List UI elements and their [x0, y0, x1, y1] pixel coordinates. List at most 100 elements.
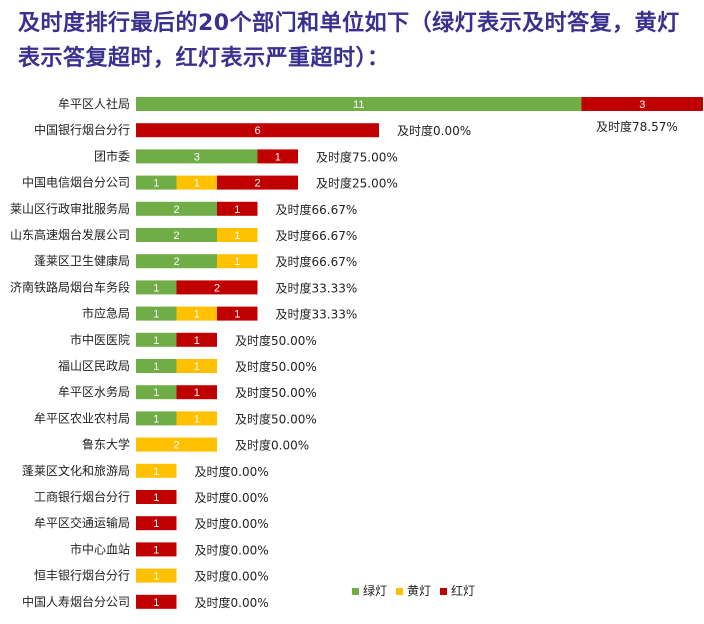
bar-segment	[136, 254, 217, 269]
category-label: 市中医医院	[70, 332, 130, 347]
timeliness-label: 及时度33.33%	[276, 280, 358, 295]
category-label: 恒丰银行烟台分行	[34, 568, 130, 583]
timeliness-label: 及时度50.00%	[235, 411, 317, 426]
legend-label: 绿灯	[363, 583, 387, 598]
segment-value-label: 1	[234, 204, 240, 216]
bar-segment	[176, 175, 217, 190]
category-label: 工商银行烟台分行	[34, 489, 130, 504]
bar-segment	[136, 201, 217, 216]
timeliness-label: 及时度50.00%	[235, 385, 317, 400]
bar-segment	[217, 175, 298, 190]
category-label: 山东高速烟台发展公司	[10, 227, 130, 242]
segment-value-label: 2	[173, 204, 179, 216]
bar-segment	[136, 463, 177, 478]
legend-swatch	[352, 588, 359, 595]
segment-value-label: 2	[173, 440, 179, 452]
bar-segment	[176, 280, 258, 295]
category-label: 济南铁路局烟台车务段	[10, 279, 130, 294]
timeliness-label: 及时度50.00%	[235, 359, 317, 374]
segment-value-label: 1	[194, 335, 200, 347]
bar-segment	[176, 306, 217, 321]
bar-segment	[176, 332, 217, 347]
bar-segment	[136, 516, 177, 531]
timeliness-label: 及时度0.00%	[397, 123, 471, 138]
legend-swatch	[440, 588, 447, 595]
category-label: 福山区民政局	[58, 358, 130, 373]
segment-value-label: 1	[194, 178, 200, 190]
legend-label: 红灯	[451, 583, 475, 598]
segment-value-label: 1	[275, 151, 281, 163]
bar-segment	[136, 437, 217, 452]
bar-segment	[217, 254, 258, 269]
timeliness-label: 及时度50.00%	[235, 333, 317, 348]
category-label: 牟平区人社局	[58, 96, 130, 111]
segment-value-label: 1	[194, 413, 200, 425]
segment-value-label: 1	[153, 282, 159, 294]
category-label: 牟平区水务局	[58, 384, 130, 399]
timeliness-label: 及时度0.00%	[195, 490, 269, 505]
bar-segment	[136, 332, 177, 347]
bar-segment	[176, 359, 217, 373]
bar-segment	[136, 385, 177, 400]
timeliness-label: 及时度25.00%	[316, 176, 398, 191]
category-label: 蓬莱区卫生健康局	[34, 253, 130, 268]
segment-value-label: 2	[173, 256, 179, 268]
segment-value-label: 2	[214, 282, 220, 294]
bar-segment	[136, 568, 177, 583]
timeliness-label: 及时度0.00%	[235, 438, 309, 453]
timeliness-label: 及时度66.67%	[276, 202, 358, 217]
bar-segment	[217, 228, 258, 242]
segment-value-label: 1	[194, 309, 200, 321]
timeliness-label: 及时度66.67%	[276, 254, 358, 269]
legend-swatch	[396, 588, 403, 595]
bar-segment	[217, 306, 258, 321]
bar-segment	[581, 97, 703, 111]
category-label: 蓬莱区文化和旅游局	[22, 463, 130, 478]
bar-segment	[136, 280, 177, 295]
segment-value-label: 1	[153, 544, 159, 556]
bar-segment	[257, 149, 298, 164]
segment-value-label: 1	[234, 230, 240, 242]
segment-value-label: 3	[194, 151, 200, 163]
segment-value-label: 1	[153, 387, 159, 399]
segment-value-label: 1	[153, 361, 159, 373]
bar-segment	[136, 306, 177, 321]
legend-label: 黄灯	[407, 584, 431, 598]
segment-value-label: 1	[234, 309, 240, 321]
timeliness-label: 及时度0.00%	[195, 464, 269, 479]
timeliness-label: 及时度0.00%	[195, 516, 269, 531]
bar-segment	[136, 175, 177, 190]
timeliness-label: 及时度0.00%	[195, 595, 269, 610]
bar-segment	[136, 97, 582, 111]
segment-value-label: 1	[153, 178, 159, 190]
segment-value-label: 1	[153, 571, 159, 583]
category-label: 牟平区交通运输局	[34, 515, 130, 530]
segment-value-label: 1	[153, 309, 159, 321]
timeliness-label: 及时度66.67%	[276, 228, 358, 243]
bar-segment	[136, 228, 217, 242]
category-label: 牟平区农业农村局	[34, 410, 130, 425]
category-label: 团市委	[94, 148, 130, 163]
category-label: 市应急局	[82, 306, 130, 321]
segment-value-label: 2	[173, 230, 179, 242]
segment-value-label: 1	[153, 466, 159, 478]
category-label: 中国人寿烟台分公司	[22, 594, 130, 609]
bar-segment	[176, 411, 217, 426]
timeliness-label: 及时度0.00%	[195, 542, 269, 557]
bar-segment	[217, 201, 258, 216]
category-label: 莱山区行政审批服务局	[10, 201, 130, 216]
segment-value-label: 1	[153, 597, 159, 609]
segment-value-label: 3	[639, 99, 645, 111]
bar-segment	[136, 542, 177, 557]
page-title: 及时度排行最后的20个部门和单位如下（绿灯表示及时答复，黄灯表示答复超时，红灯表…	[18, 11, 680, 71]
bar-segment	[136, 490, 177, 504]
bar-segment	[136, 149, 258, 164]
timeliness-label: 及时度75.00%	[316, 149, 398, 164]
timeliness-label: 及时度78.57%	[596, 119, 678, 134]
timeliness-label: 及时度33.33%	[276, 307, 358, 322]
segment-value-label: 1	[153, 413, 159, 425]
bar-segment	[136, 123, 379, 138]
segment-value-label: 1	[153, 492, 159, 504]
category-label: 中国银行烟台分行	[34, 122, 130, 137]
bar-segment	[136, 359, 177, 373]
